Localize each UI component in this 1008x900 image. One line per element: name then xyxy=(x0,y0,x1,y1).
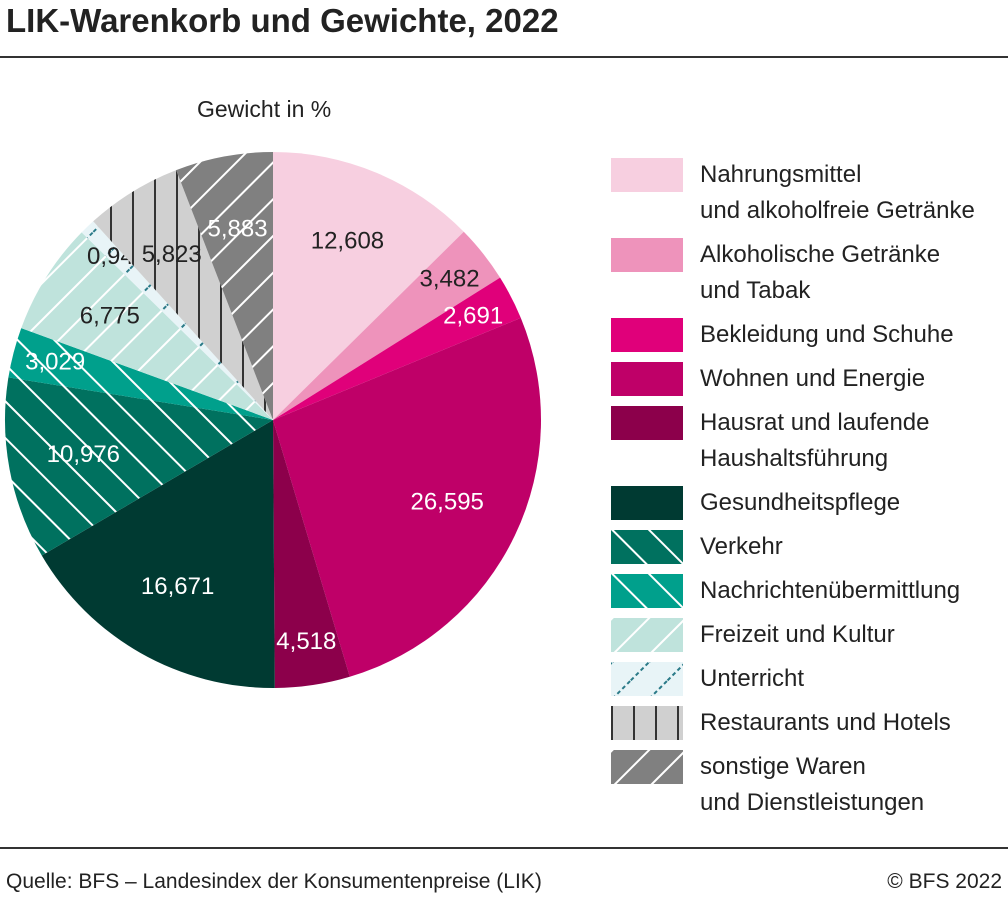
swatch xyxy=(611,750,683,784)
legend-item: Verkehr xyxy=(611,530,1008,565)
data-label: 12,608 xyxy=(311,227,384,254)
chart-subtitle: Gewicht in % xyxy=(197,96,332,122)
legend-item: Freizeit und Kultur xyxy=(611,618,1008,653)
legend-label: Nahrungsmittel und alkoholfreie Getränke xyxy=(700,161,975,224)
data-label: 6,775 xyxy=(80,302,140,329)
legend-label: sonstige Waren und Dienstleistungen xyxy=(700,753,925,816)
legend-label: Freizeit und Kultur xyxy=(700,621,895,648)
swatch xyxy=(611,362,683,396)
swatch xyxy=(611,486,683,520)
pie-slice xyxy=(5,377,274,556)
pie-slice xyxy=(273,277,521,420)
swatch xyxy=(611,662,683,696)
data-label: 5,823 xyxy=(142,241,202,268)
swatch xyxy=(611,618,683,652)
data-label: 26,595 xyxy=(410,488,483,515)
legend-item: Gesundheitspflege xyxy=(611,486,1008,521)
swatch xyxy=(611,406,683,440)
pie-chart: 12,608 3,482 2,691 26,595 4,518 16,671 10,976 3… xyxy=(5,152,541,688)
legend-swatch xyxy=(611,238,683,272)
legend-item: Restaurants und Hotels xyxy=(611,706,1008,741)
legend-label: Hausrat und laufende Haushaltsführung xyxy=(700,409,930,472)
swatch xyxy=(611,530,683,564)
legend-label: Alkoholische Getränke und Tabak xyxy=(700,241,941,304)
legend-label: Bekleidung und Schuhe xyxy=(700,321,954,348)
swatch xyxy=(611,318,683,352)
legend-swatch xyxy=(611,750,683,784)
data-label: 3,029 xyxy=(25,349,85,376)
legend-label: Wohnen und Energie xyxy=(700,365,926,392)
legend-swatch xyxy=(611,574,683,608)
legend-swatch xyxy=(611,530,683,564)
rule xyxy=(0,847,1008,849)
data-label: 3,482 xyxy=(420,266,480,293)
swatch xyxy=(611,574,683,608)
pie-slice xyxy=(273,420,350,688)
legend-item: Hausrat und laufende Haushaltsführung xyxy=(611,406,1008,477)
legend-item: Wohnen und Energie xyxy=(611,362,1008,397)
legend-label: Nachrichtenübermittlung xyxy=(700,577,961,604)
legend-item: Nahrungsmittel und alkoholfreie Getränke xyxy=(611,158,1008,229)
legend-label: Restaurants und Hotels xyxy=(700,709,951,736)
pie-slice xyxy=(273,152,464,420)
legend-swatch xyxy=(611,706,683,740)
data-label: 4,518 xyxy=(276,628,336,655)
legend-swatch xyxy=(611,662,683,696)
legend-item: Unterricht xyxy=(611,662,1008,697)
legend-item: Alkoholische Getränke und Tabak xyxy=(611,238,1008,309)
pie-slice xyxy=(93,170,273,420)
data-label: 5,883 xyxy=(208,216,268,243)
pie-slice xyxy=(273,317,541,677)
pie-slice xyxy=(273,231,501,420)
legend: Nahrungsmittel und alkoholfreie Getränke… xyxy=(611,158,1008,830)
legend-label: Verkehr xyxy=(700,533,783,560)
data-label: 16,671 xyxy=(141,573,214,600)
chart-title: LIK-Warenkorb und Gewichte, 2022 xyxy=(6,2,559,39)
legend-item: Nachrichtenübermittlung xyxy=(611,574,1008,609)
legend-swatch xyxy=(611,406,683,440)
source: Quelle: BFS – Landesindex der Konsumente… xyxy=(6,870,542,893)
legend-item: sonstige Waren und Dienstleistungen xyxy=(611,750,1008,821)
data-label: 10,976 xyxy=(47,441,120,468)
legend-swatch xyxy=(611,486,683,520)
legend-label: Unterricht xyxy=(700,665,805,692)
legend-swatch xyxy=(611,318,683,352)
pie-slice xyxy=(81,221,273,420)
legend-swatch xyxy=(611,158,683,192)
swatch xyxy=(611,706,683,740)
pie-slice xyxy=(41,420,275,688)
swatch xyxy=(611,238,683,272)
legend-label: Gesundheitspflege xyxy=(700,489,901,516)
pie-slice xyxy=(21,232,274,420)
data-label: 2,691 xyxy=(443,302,503,329)
copyright: © BFS 2022 xyxy=(887,870,1002,893)
pie-slice xyxy=(176,152,273,420)
legend-swatch xyxy=(611,362,683,396)
legend-swatch xyxy=(611,618,683,652)
swatch xyxy=(611,158,683,192)
rule xyxy=(0,56,1008,58)
legend-item: Bekleidung und Schuhe xyxy=(611,318,1008,353)
pie-slice xyxy=(8,328,273,420)
